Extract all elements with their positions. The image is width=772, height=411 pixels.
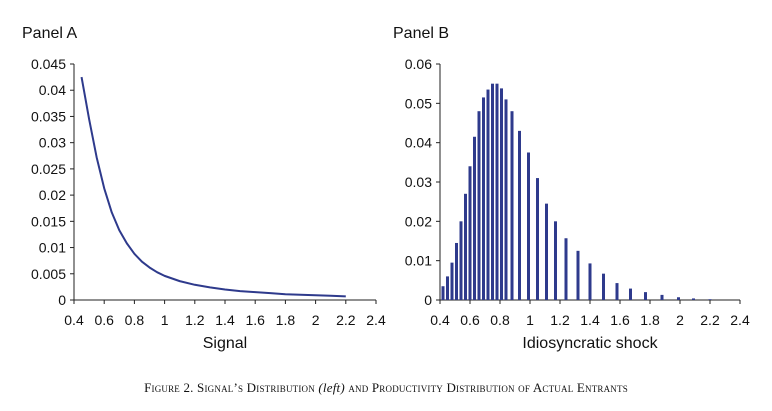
x-tick-label: 0.4: [64, 312, 84, 328]
x-tick-label: 1.2: [550, 312, 570, 328]
bar: [459, 221, 463, 300]
figure-caption: Figure 2. Signal’s Distribution (left) a…: [0, 380, 772, 396]
caption-part-3: and Productivity Distribution of Actual …: [344, 380, 628, 395]
bar: [527, 152, 530, 300]
bar: [495, 83, 499, 300]
y-tick-label: 0.035: [31, 108, 66, 124]
bar: [473, 136, 476, 300]
x-tick-label: 1.4: [215, 312, 235, 328]
y-tick-label: 0.025: [31, 161, 66, 177]
y-tick-label: 0.04: [405, 135, 432, 151]
x-tick-label: 2.2: [336, 312, 356, 328]
x-tick-label: 2.4: [730, 312, 750, 328]
y-tick-label: 0.04: [39, 82, 66, 98]
panel-title: Panel B: [393, 25, 449, 42]
bar: [482, 97, 485, 301]
y-tick-label: 0.005: [31, 266, 66, 282]
x-tick-label: 1.8: [276, 312, 296, 328]
bar: [486, 89, 490, 300]
bar: [708, 299, 712, 300]
bar: [615, 283, 619, 300]
bar: [468, 166, 472, 300]
bar: [464, 193, 467, 300]
bar: [677, 297, 680, 300]
x-tick-label: 1.6: [610, 312, 630, 328]
x-tick-label: 0.6: [94, 312, 114, 328]
x-tick-label: 0.6: [460, 312, 480, 328]
panel-b: Panel B 0 0.01 0.02 0.03 0.04 0.05 0.06 0.4 0.6 0.…: [393, 25, 750, 352]
y-tick-label: 0.045: [31, 56, 66, 72]
bar: [576, 250, 580, 300]
y-tick-label: 0.03: [39, 135, 66, 151]
x-tick-label: 1.6: [245, 312, 265, 328]
bar: [644, 292, 647, 300]
bar: [450, 262, 454, 300]
bar: [588, 263, 592, 300]
y-tick-label: 0: [424, 292, 432, 308]
bar: [692, 298, 695, 300]
x-tick-label: 0.4: [430, 312, 450, 328]
panel-a: Panel A 0 0.005 0.01 0.015 0.02 0.025 0.03 0.035…: [22, 25, 386, 352]
bar: [504, 99, 508, 301]
y-tick-label: 0.06: [405, 56, 432, 72]
x-tick-label: 0.8: [125, 312, 145, 328]
y-tick-label: 0.02: [39, 187, 66, 203]
x-tick-label: 2.2: [700, 312, 720, 328]
bar: [629, 288, 632, 300]
caption-part-2: (left): [318, 380, 345, 395]
x-tick-label: 0.8: [490, 312, 510, 328]
x-tick-label: 1: [526, 312, 534, 328]
bar: [554, 221, 557, 300]
bar: [477, 111, 481, 300]
bar: [660, 294, 664, 300]
y-tick-label: 0.01: [39, 240, 66, 256]
x-tick-label: 1.2: [185, 312, 205, 328]
bar: [536, 178, 539, 300]
x-tick-label: 2.4: [366, 312, 386, 328]
y-tick-label: 0.015: [31, 213, 66, 229]
bar: [441, 286, 445, 300]
y-tick-label: 0.01: [405, 253, 432, 269]
y-tick-label: 0.03: [405, 174, 432, 190]
series-line: [80, 76, 346, 298]
x-tick-label: 2: [312, 312, 320, 328]
bar: [455, 242, 458, 300]
y-tick-label: 0: [58, 292, 66, 308]
bar: [564, 238, 568, 300]
x-tick-label: 1.4: [580, 312, 600, 328]
bar: [510, 111, 514, 300]
bar: [545, 203, 548, 300]
bar: [446, 276, 449, 300]
y-tick-label: 0.05: [405, 95, 432, 111]
x-tick-label: 2: [676, 312, 684, 328]
bar: [518, 130, 521, 300]
panel-title: Panel A: [22, 25, 77, 42]
caption-part-1: Figure 2. Signal’s Distribution: [144, 380, 319, 395]
y-tick-label: 0.02: [405, 213, 432, 229]
bar: [602, 273, 605, 300]
bar: [491, 83, 494, 300]
x-axis-label: Idiosyncratic shock: [522, 335, 658, 352]
bar: [500, 88, 503, 300]
x-axis-label: Signal: [203, 335, 247, 352]
x-tick-label: 1: [161, 312, 169, 328]
x-tick-label: 1.8: [640, 312, 660, 328]
